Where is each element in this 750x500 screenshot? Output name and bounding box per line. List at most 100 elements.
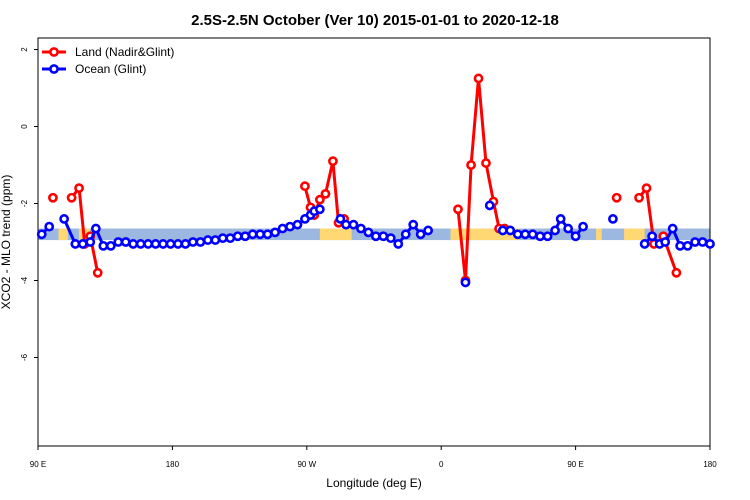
ocean-point: [675, 240, 686, 251]
ocean-point: [512, 229, 523, 240]
ocean-point: [520, 229, 531, 240]
ocean-point: [335, 214, 346, 224]
ocean-point: [180, 239, 191, 249]
ocean-point: [105, 240, 116, 251]
y-tick-label: 0: [20, 124, 29, 129]
ocean-point: [400, 229, 411, 240]
ocean-point: [527, 229, 538, 240]
ocean-point: [555, 214, 566, 224]
ocean-point: [232, 231, 243, 242]
ocean-point: [697, 237, 708, 247]
y-tick-label: -4: [20, 276, 29, 284]
y-tick-label: -2: [20, 199, 29, 207]
legend: Land (Nadir&Glint) Ocean (Glint): [42, 45, 174, 76]
ocean-point: [535, 231, 546, 242]
ocean-point: [188, 237, 198, 247]
y-tick-label: -6: [20, 353, 29, 361]
ocean-point: [341, 219, 351, 230]
ocean-point: [285, 221, 295, 232]
ocean-point: [550, 225, 560, 236]
ocean-point: [158, 239, 168, 249]
ocean-point: [578, 221, 588, 232]
y-axis: 2 0 -2 -4 -6: [20, 47, 38, 361]
ocean-point: [690, 237, 700, 247]
ocean-point: [348, 219, 359, 230]
land-point: [634, 192, 644, 203]
land-point: [466, 160, 476, 170]
ocean-point: [98, 240, 109, 251]
ocean-point: [195, 237, 206, 247]
land-point: [328, 156, 338, 167]
ocean-point: [647, 231, 658, 242]
ocean-point: [415, 229, 426, 240]
ocean-point: [505, 225, 516, 236]
ocean-point: [608, 214, 618, 224]
ocean-point: [202, 235, 213, 245]
x-axis-label: Longitude (deg E): [326, 476, 421, 490]
land-series-line: [456, 76, 505, 282]
ocean-point: [277, 223, 288, 234]
land-point: [66, 192, 77, 203]
ocean-point: [150, 239, 161, 249]
land-band-segment: [450, 228, 520, 241]
ocean-point: [639, 239, 650, 249]
ocean-point: [408, 219, 419, 230]
ocean-point: [563, 223, 574, 234]
ocean-point: [484, 200, 495, 211]
land-point: [453, 204, 463, 215]
ocean-point: [460, 277, 471, 288]
x-tick-label: 0: [439, 460, 444, 469]
ocean-point: [128, 239, 139, 249]
legend-ocean-marker: [49, 64, 59, 74]
land-point: [473, 73, 484, 84]
chart-title: 2.5S-2.5N October (Ver 10) 2015-01-01 to…: [191, 12, 559, 29]
ocean-point: [59, 214, 70, 224]
ocean-point: [270, 227, 280, 238]
series-layer: [36, 73, 715, 288]
land-point: [320, 188, 331, 199]
land-point: [611, 192, 622, 203]
ocean-point: [682, 240, 693, 251]
ocean-point: [36, 229, 47, 240]
ocean-point: [225, 233, 236, 244]
ocean-point: [570, 231, 581, 242]
ocean-point: [292, 219, 303, 230]
ocean-point: [113, 237, 124, 247]
ocean-point: [370, 231, 381, 242]
legend-ocean-label: Ocean (Glint): [75, 62, 146, 76]
ocean-point: [385, 233, 396, 244]
ocean-point: [240, 231, 251, 242]
ocean-point: [143, 239, 154, 249]
land-band-segment: [624, 228, 645, 241]
land-point: [74, 183, 84, 194]
y-tick-label: 2: [20, 47, 29, 52]
land-band-segment: [319, 228, 352, 241]
ocean-point: [363, 227, 374, 238]
land-point: [314, 194, 325, 205]
ocean-point: [497, 225, 508, 236]
ocean-point: [135, 239, 146, 249]
ocean-point: [705, 239, 715, 249]
ocean-point: [217, 233, 228, 244]
land-point: [641, 183, 652, 194]
ocean-point: [262, 229, 273, 240]
land-band-segment: [596, 228, 602, 241]
x-tick-label: 90 W: [297, 460, 316, 469]
land-point: [48, 192, 58, 203]
x-axis: 90 E 180 90 W 0 90 E 180: [30, 446, 717, 469]
x-tick-label: 180: [166, 460, 180, 469]
ocean-point: [247, 229, 258, 240]
ocean-point: [44, 221, 55, 232]
ocean-point: [314, 204, 325, 215]
ocean-point: [173, 239, 183, 249]
land-point: [671, 267, 682, 278]
ocean-point: [667, 223, 678, 234]
ocean-point: [255, 229, 266, 240]
ocean-point: [85, 237, 96, 247]
ocean-point: [90, 223, 101, 234]
ocean-point: [356, 223, 366, 234]
ocean-point: [77, 239, 88, 249]
ocean-point: [120, 237, 131, 247]
land-band-segment: [58, 228, 68, 241]
